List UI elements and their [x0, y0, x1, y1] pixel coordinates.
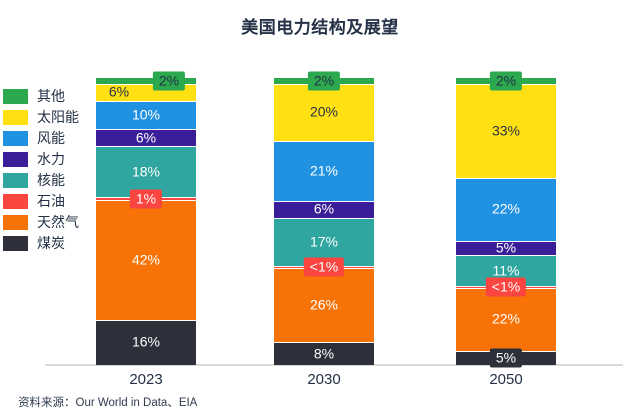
bar-segment-2023-风能 [96, 100, 196, 130]
bar-segment-2023-其他 [96, 78, 196, 84]
segment-label-2023-其他: 2% [152, 71, 186, 91]
segment-label-2030-核能: 17% [309, 233, 339, 250]
legend-swatch [3, 172, 28, 188]
legend-item-天然气: 天然气 [3, 214, 79, 230]
segment-label-2050-其他: 2% [489, 71, 523, 91]
legend-swatch [3, 88, 28, 104]
segment-label-2023-煤炭: 16% [125, 332, 167, 352]
legend-label: 煤炭 [37, 235, 65, 251]
segment-label-2050-天然气: 22% [491, 310, 521, 327]
segment-label-2030-石油: <1% [303, 257, 345, 277]
x-axis-label-2050: 2050 [489, 371, 523, 388]
segment-label-2023-水力: 6% [135, 129, 157, 146]
legend-item-太阳能: 太阳能 [3, 109, 79, 125]
legend-label: 天然气 [37, 214, 79, 230]
segment-label-2050-水力: 5% [495, 239, 517, 256]
segment-label-2050-石油: <1% [485, 277, 527, 297]
chart-title: 美国电力结构及展望 [241, 18, 399, 37]
segment-label-2030-风能: 21% [309, 162, 339, 179]
segment-label-2030-煤炭: 8% [307, 344, 341, 364]
legend-item-核能: 核能 [3, 172, 65, 188]
segment-label-2050-风能: 22% [491, 200, 521, 217]
segment-label-2030-水力: 6% [313, 200, 335, 217]
segment-label-2030-天然气: 26% [309, 296, 339, 313]
bar-segment-2030-风能 [274, 140, 374, 201]
segment-label-2023-天然气: 42% [131, 251, 161, 268]
legend-label: 其他 [37, 88, 65, 104]
segment-label-2050-太阳能: 33% [491, 122, 521, 139]
legend-label: 风能 [37, 130, 65, 146]
segment-label-2050-煤炭: 5% [489, 348, 523, 368]
bar-segment-2050-太阳能 [456, 83, 556, 178]
legend-item-煤炭: 煤炭 [3, 235, 65, 251]
legend-label: 石油 [37, 193, 65, 209]
x-axis-label-2023: 2023 [129, 371, 163, 388]
legend-item-风能: 风能 [3, 130, 65, 146]
segment-label-2023-石油: 1% [129, 189, 163, 209]
segment-label-2023-风能: 10% [131, 106, 161, 123]
bar-segment-2023-天然气 [96, 200, 196, 320]
legend-swatch [3, 151, 28, 167]
segment-label-2030-其他: 2% [307, 71, 341, 91]
bar-segment-2023-水力 [96, 129, 196, 147]
segment-label-2023-太阳能: 6% [108, 83, 130, 100]
bar-segment-2030-水力 [274, 200, 374, 218]
bar-segment-2050-天然气 [456, 287, 556, 351]
segment-label-2030-太阳能: 20% [309, 103, 339, 120]
bar-segment-2023-核能 [96, 146, 196, 198]
legend-swatch [3, 130, 28, 146]
source-note: 资料来源：Our World in Data、EIA [18, 397, 198, 409]
legend-label: 水力 [37, 151, 65, 167]
legend-label: 核能 [37, 172, 65, 188]
segment-label-2050-核能: 11% [492, 262, 520, 279]
bar-segment-2050-风能 [456, 177, 556, 241]
segment-label-2023-核能: 18% [131, 163, 161, 180]
x-axis-label-2030: 2030 [307, 371, 341, 388]
legend-swatch [3, 214, 28, 230]
legend-swatch [3, 235, 28, 251]
legend-item-石油: 石油 [3, 193, 65, 209]
legend-item-水力: 水力 [3, 151, 65, 167]
legend-swatch [3, 193, 28, 209]
legend-label: 太阳能 [37, 109, 79, 125]
legend-item-其他: 其他 [3, 88, 65, 104]
legend-swatch [3, 109, 28, 125]
bar-segment-2050-水力 [456, 240, 556, 256]
